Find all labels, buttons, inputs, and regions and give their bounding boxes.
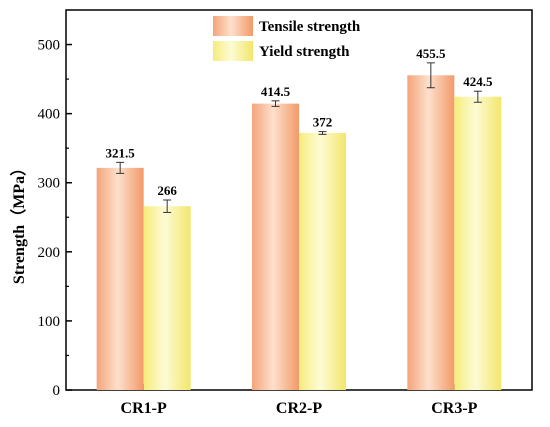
x-category-label: CR2-P: [276, 400, 322, 417]
y-tick-label: 400: [38, 107, 61, 123]
data-label: 424.5: [463, 74, 493, 89]
data-label: 266: [157, 183, 177, 198]
bar-tensile-cr2-p: [252, 103, 299, 391]
x-category-label: CR1-P: [121, 400, 167, 417]
legend-swatch-tensile: [213, 16, 253, 36]
data-label: 455.5: [416, 46, 446, 61]
legend-label-yield: Yield strength: [259, 44, 350, 60]
data-label: 372: [313, 115, 333, 130]
bar-yield-cr2-p: [299, 132, 346, 390]
legend-swatch-yield: [213, 41, 253, 61]
bar-tensile-cr1-p: [96, 167, 144, 390]
bar-tensile-cr3-p: [407, 75, 455, 391]
bar-yield-cr3-p: [454, 96, 502, 390]
y-tick-label: 300: [38, 176, 61, 192]
data-label: 321.5: [106, 145, 136, 160]
y-tick-label: 500: [38, 38, 61, 54]
legend-label-tensile: Tensile strength: [259, 19, 361, 35]
bar-yield-cr1-p: [143, 206, 191, 390]
y-tick-label: 100: [38, 314, 61, 330]
y-tick-label: 0: [53, 383, 61, 399]
data-label: 414.5: [261, 84, 291, 99]
x-category-label: CR3-P: [431, 400, 477, 417]
y-axis-title: Strength（MPa）: [10, 160, 28, 284]
y-tick-label: 200: [38, 245, 61, 261]
